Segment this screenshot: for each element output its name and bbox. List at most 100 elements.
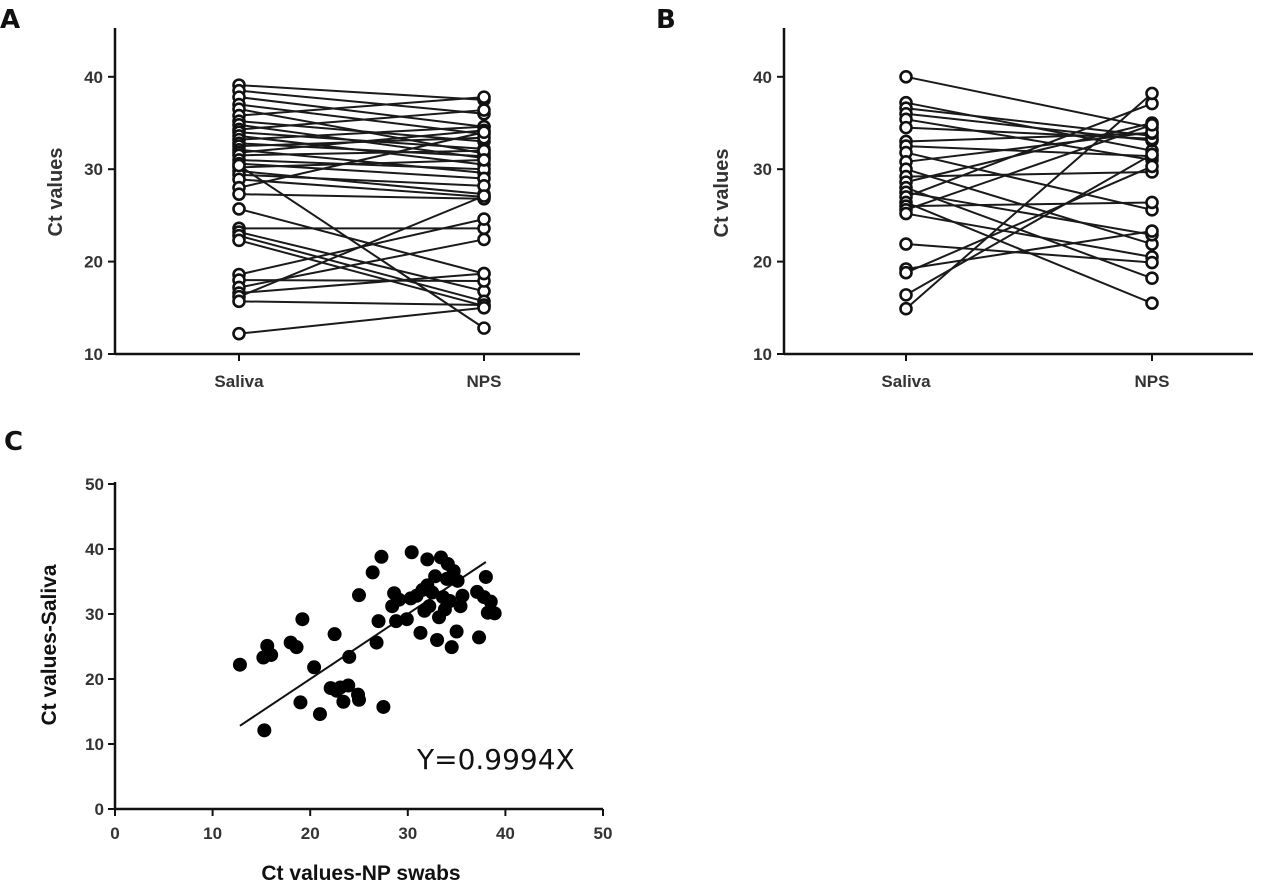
scatter-point [371,614,386,629]
panel-a-y-axis-title: Ct values [45,148,67,237]
data-point [232,294,246,309]
scatter-point [264,647,279,662]
panel-b-chart: 10 20 30 40 Saliva NPS Ct values [711,28,1253,391]
x-tick-label-nps: NPS [1135,372,1170,391]
data-point [477,212,491,226]
y-tick-label: 20 [84,253,103,272]
pair-line [238,125,485,141]
pair-line [905,75,1153,129]
y-tick-label: 30 [85,605,104,624]
data-point [1145,147,1159,162]
scatter-point [352,692,366,707]
pair-line [905,132,1153,143]
scatter-point [420,552,435,567]
panel-b-x-ticks: Saliva NPS [881,354,1169,391]
pair-line [238,207,485,275]
pair-line [238,109,485,131]
scatter-point [413,625,428,640]
y-tick-label: 20 [753,253,772,272]
pair-line [905,170,1153,178]
scatter-point [232,657,247,672]
panel-c-points [232,545,502,738]
scatter-point [450,573,465,588]
y-tick-label: 30 [753,160,772,179]
pair-line [238,96,485,128]
x-tick-label: 0 [110,824,119,843]
data-point [477,300,491,315]
data-point [899,70,913,84]
y-tick-label: 0 [95,800,104,819]
scatter-point [336,694,351,709]
data-point [899,301,913,316]
scatter-point [444,640,459,655]
scatter-point [487,606,502,621]
y-tick-label: 40 [85,540,104,559]
pair-line [238,272,485,295]
pair-line [905,122,1153,184]
data-point [477,232,491,247]
data-point [477,266,491,281]
pair-line [905,107,1153,137]
data-point [232,187,246,201]
pair-line [238,306,485,335]
y-tick-label: 10 [753,345,772,364]
x-tick-label: 20 [301,824,320,843]
data-point [477,103,491,117]
data-point [477,153,491,167]
scatter-point [442,594,457,608]
panel-letter-c: C [4,427,23,457]
pair-line [905,230,1153,270]
scatter-point [425,585,440,600]
panel-a-x-ticks: Saliva NPS [214,354,501,391]
data-point [1145,195,1159,210]
pair-line [238,173,485,187]
scatter-point [312,707,327,722]
data-point [1145,118,1159,132]
scatter-point [327,627,342,642]
scatter-point [257,723,272,738]
panel-letter-b: B [656,5,676,35]
data-point [477,321,491,335]
scatter-point [449,624,464,639]
x-tick-label-saliva: Saliva [881,372,931,391]
scatter-point [483,594,498,609]
pair-line [238,170,485,196]
scatter-point [352,588,366,603]
y-tick-label: 50 [85,475,104,494]
scatter-point [389,614,404,629]
scatter-point [295,612,310,627]
scatter-point [430,633,445,647]
panel-c-y-ticks: 0 10 20 30 40 50 [85,475,115,819]
panel-b-y-ticks: 10 20 30 40 [753,68,784,364]
pair-line [238,178,485,198]
scatter-point [341,678,356,693]
scatter-point [478,569,493,584]
panel-c-equation: Y=0.9994X [416,743,575,776]
data-point [477,125,491,140]
pair-line [238,193,485,200]
panel-c-fit-line [239,561,487,727]
scatter-point [374,549,389,564]
panel-letter-a: A [0,5,20,35]
panel-c-x-ticks: 0 10 20 30 40 50 [110,809,612,843]
data-point [1145,86,1159,101]
data-point [899,120,913,135]
scatter-point [399,612,414,627]
x-tick-label: 40 [496,824,515,843]
data-point [232,202,246,216]
scatter-point [293,695,308,710]
scatter-point [404,545,419,560]
scatter-point [455,588,470,603]
x-tick-label-nps: NPS [467,372,502,391]
data-point [1145,271,1159,286]
scatter-point [289,640,304,655]
pair-line [238,158,485,169]
data-point [1145,224,1159,238]
pair-line [238,300,485,307]
pair-line [905,201,1153,208]
panel-a-y-ticks: 10 20 30 40 [84,68,115,364]
data-point [1145,296,1159,310]
pair-line [905,151,1153,211]
panel-c-x-axis-title: Ct values-NP swabs [261,862,460,885]
